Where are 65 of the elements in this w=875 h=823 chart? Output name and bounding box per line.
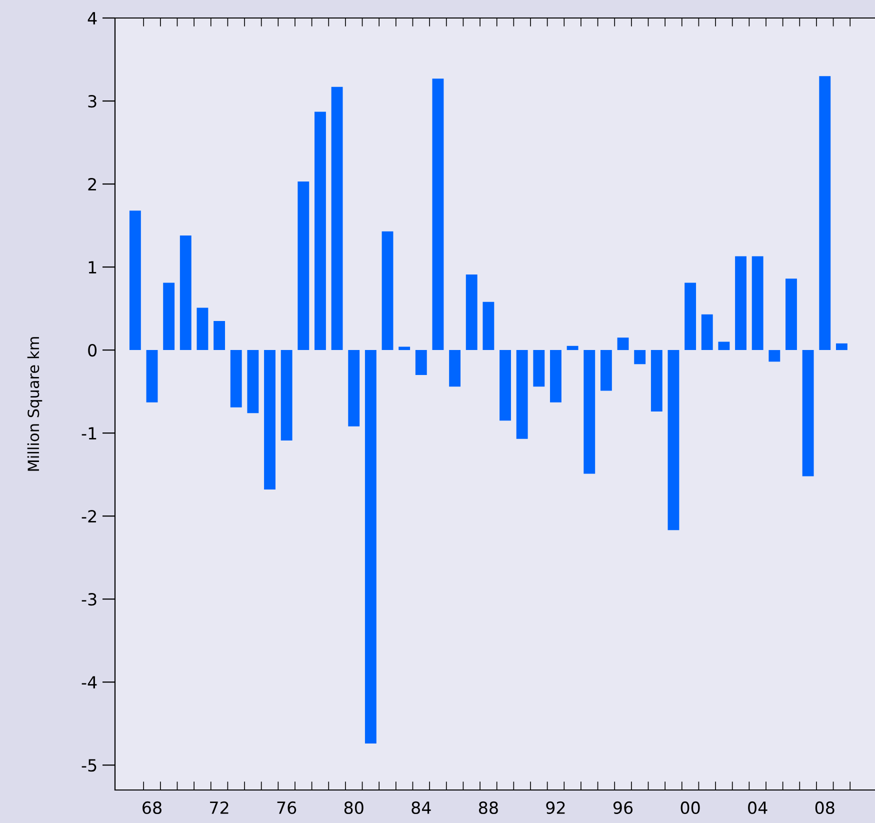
bar [314, 112, 326, 350]
y-tick-label: 0 [88, 344, 97, 357]
bar [668, 350, 680, 530]
y-tick-label: -1 [82, 427, 96, 440]
bar [264, 350, 276, 490]
bar [196, 308, 208, 350]
bar [449, 350, 461, 387]
bar [214, 320, 226, 350]
bar [650, 350, 662, 412]
bar [768, 350, 780, 362]
bar [684, 282, 696, 350]
bar [600, 350, 612, 391]
bar [298, 182, 310, 350]
bar [701, 314, 713, 350]
x-tick-label: 96 [613, 801, 633, 814]
x-tick-label: 84 [412, 801, 431, 814]
x-tick-label: 72 [210, 801, 228, 814]
bar [280, 350, 292, 441]
bar [802, 350, 814, 476]
x-tick-label: 88 [478, 801, 498, 814]
bar [466, 274, 478, 350]
bar [482, 302, 494, 350]
bar [550, 350, 562, 402]
bar [364, 350, 376, 744]
y-tick-label: -4 [82, 676, 97, 688]
x-tick-label: 80 [344, 801, 364, 814]
bar [584, 350, 596, 474]
bar [819, 76, 831, 350]
bar [247, 350, 259, 414]
y-tick-label: -5 [82, 759, 96, 772]
x-tick-label: 76 [277, 801, 296, 814]
y-tick-label: -3 [82, 593, 96, 606]
x-tick-label: 92 [546, 801, 565, 814]
bar [331, 86, 343, 350]
y-tick-label: -2 [82, 510, 96, 522]
bar [382, 231, 394, 350]
y-axis-title: Million Square km [27, 337, 42, 471]
bar [752, 256, 764, 350]
bar [230, 350, 242, 408]
bar [533, 350, 545, 387]
y-tick-label: 1 [88, 261, 96, 274]
bar [836, 343, 848, 350]
bar [516, 350, 528, 439]
bar [398, 346, 410, 350]
y-tick-label: 2 [88, 178, 96, 190]
bar [163, 282, 175, 350]
bar [718, 342, 730, 350]
bar [786, 278, 797, 350]
bar [432, 78, 444, 350]
x-tick-label: 08 [815, 801, 834, 814]
bar [617, 338, 629, 350]
bar [415, 350, 427, 375]
x-tick-label: 68 [142, 801, 162, 814]
bar [634, 350, 646, 364]
y-tick-label: 4 [88, 12, 97, 24]
bar [146, 350, 158, 402]
x-tick-label: 04 [748, 801, 768, 814]
bar [735, 256, 746, 350]
bar [180, 235, 192, 350]
y-tick-label: 3 [88, 94, 96, 108]
x-tick-label: 00 [680, 801, 700, 814]
bar [348, 350, 360, 426]
bar [500, 350, 511, 421]
bar [566, 346, 578, 350]
bar [129, 210, 141, 350]
